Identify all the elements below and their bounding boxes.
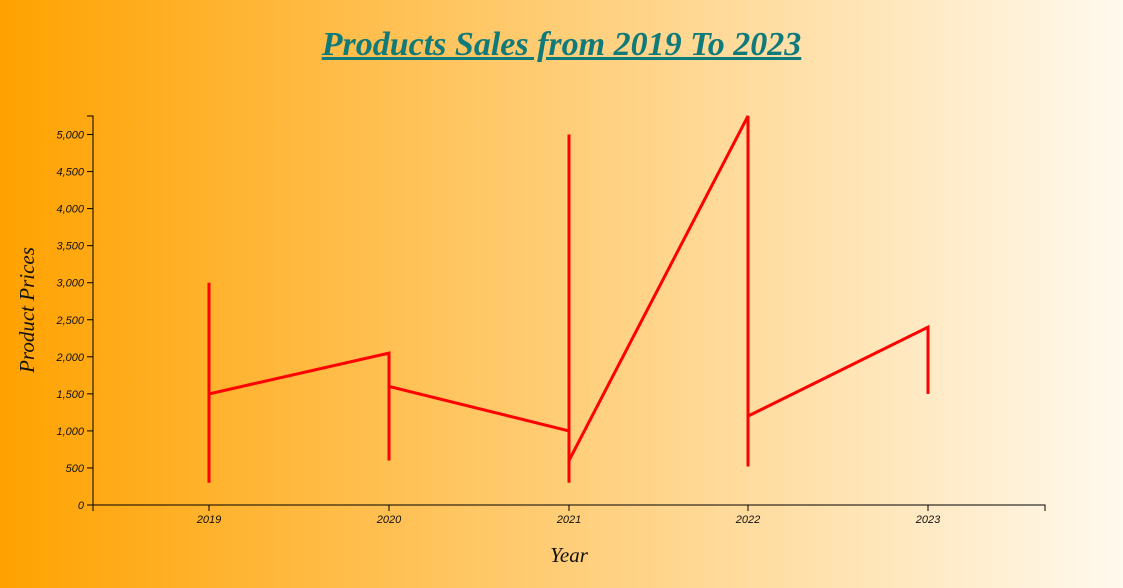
- series-layer: [207, 115, 930, 483]
- y-tick-label: 5,000: [56, 130, 84, 142]
- y-tick-label: 4,500: [56, 167, 84, 179]
- chart-title: Products Sales from 2019 To 2023: [321, 26, 802, 63]
- y-axis: 0 500 1,000 1,500 2,000 2,500 3,000 3,500 4,000 4…: [55, 115, 94, 512]
- y-tick-label: 2,000: [55, 352, 84, 364]
- y-tick-label: 500: [66, 463, 85, 475]
- y-tick-label: 1,000: [56, 426, 84, 438]
- x-tick-label: 2022: [735, 514, 760, 526]
- y-tick-label: 2,500: [55, 315, 84, 327]
- x-axis: 2019 2020 2021 2022 2023: [92, 504, 1046, 526]
- y-tick-label: 0: [78, 500, 85, 512]
- y-tick-label: 4,000: [56, 204, 84, 216]
- y-tick-label: 1,500: [56, 389, 84, 401]
- x-tick-label: 2019: [196, 514, 221, 526]
- y-tick-label: 3,500: [56, 241, 84, 253]
- x-tick-label: 2023: [915, 514, 941, 526]
- y-axis-title: Product Prices: [15, 247, 39, 374]
- x-tick-label: 2020: [376, 514, 402, 526]
- x-axis-title: Year: [550, 543, 589, 567]
- x-tick-label: 2021: [556, 514, 581, 526]
- y-tick-label: 3,000: [56, 278, 84, 290]
- series-line: [207, 115, 930, 483]
- y-axis-line: [87, 115, 94, 506]
